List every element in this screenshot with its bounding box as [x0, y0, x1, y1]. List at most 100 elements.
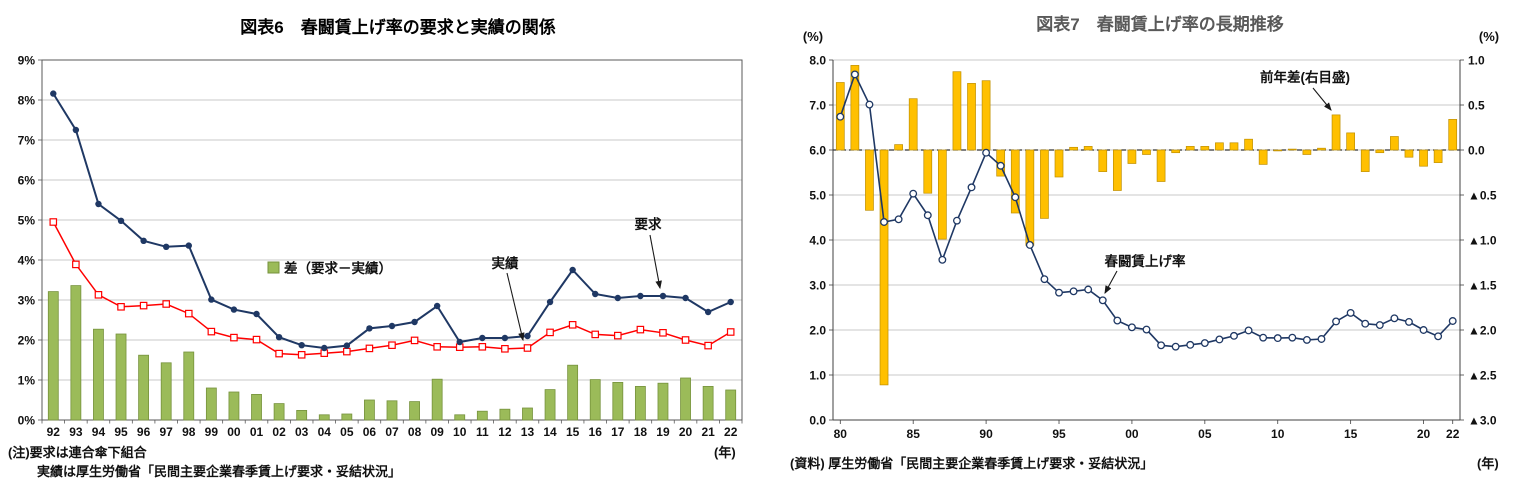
data-point-marker [366, 325, 373, 332]
data-point-marker [923, 211, 932, 220]
data-point-marker [836, 112, 845, 121]
y-tick-label: 5.0 [809, 189, 826, 203]
diff-bar [1258, 149, 1268, 165]
data-point-marker [591, 330, 600, 339]
figure7-diff-arrow-icon [1312, 87, 1332, 111]
data-point-marker [569, 266, 576, 274]
diff-bar [1040, 149, 1049, 219]
figure6-title: 図表6 春闘賃上げ率の要求と実績の関係 [240, 17, 555, 37]
data-point-marker [49, 218, 58, 226]
x-tick-label: 99 [205, 425, 219, 439]
y-tick-label: 4% [18, 254, 36, 268]
x-tick-label: 22 [724, 425, 738, 439]
data-point-marker [1215, 335, 1224, 344]
data-point-marker [726, 328, 735, 336]
x-tick-label: 06 [363, 425, 377, 439]
x-tick-label: 20 [679, 425, 693, 439]
y-tick-label: 0% [18, 414, 36, 428]
y-tick-label: ▲2.0 [1468, 324, 1497, 338]
diff-bar [923, 149, 933, 194]
diff-bar [850, 65, 860, 151]
y-tick-label: 2% [18, 334, 36, 348]
data-point-marker [1055, 288, 1063, 297]
data-point-marker [479, 334, 486, 342]
data-point-marker [433, 302, 441, 310]
figure6-actual-arrow-icon [506, 272, 525, 342]
data-point-marker [1011, 193, 1020, 202]
y-tick-label: 7.0 [809, 99, 826, 113]
diff-bar [865, 149, 874, 211]
data-point-marker [996, 161, 1005, 170]
data-point-marker [704, 341, 712, 350]
figure7-right-axis-labels: ▲3.0 ▲2.5 ▲2.0 ▲1.5 ▲1.0 ▲0.5 0.0 0.5 1.0 [1460, 54, 1497, 428]
data-point-marker [614, 331, 622, 340]
data-point-marker [909, 189, 918, 198]
data-point-marker [410, 336, 419, 345]
figure6-annotation-demand: 要求 [635, 216, 663, 290]
diff-bar [318, 414, 330, 421]
data-point-marker [1332, 317, 1341, 326]
data-point-marker [501, 345, 509, 353]
data-point-marker [1288, 333, 1297, 342]
data-point-marker [1098, 296, 1107, 305]
diff-bar [680, 377, 691, 421]
x-tick-label: 05 [340, 425, 354, 439]
figure6-annotation-actual: 実績 [492, 255, 525, 342]
diff-bar [341, 413, 353, 421]
data-point-marker [1405, 317, 1413, 326]
y-tick-label: ▲3.0 [1468, 414, 1497, 428]
x-tick-label: 12 [498, 425, 512, 439]
data-point-marker [411, 318, 418, 326]
data-point-marker [614, 294, 622, 302]
diff-bar [1346, 132, 1355, 151]
diff-bar [879, 149, 889, 386]
y-tick-label: 0.5 [1468, 99, 1485, 113]
x-tick-label: 00 [1125, 427, 1139, 441]
series-line [52, 93, 732, 350]
diff-bar [1010, 149, 1020, 214]
figure7-x-axis-labels: 80 85 90 95 00 05 10 15 20 22 [834, 420, 1460, 441]
diff-bar [499, 408, 511, 421]
data-point-marker [637, 292, 644, 300]
x-tick-label: 14 [543, 425, 557, 439]
data-point-marker [184, 309, 193, 318]
x-tick-label: 02 [272, 425, 286, 439]
data-point-marker [1361, 319, 1370, 328]
figure7-rate-arrow-icon [1104, 270, 1118, 294]
diff-bar [205, 387, 217, 421]
data-point-marker [298, 342, 305, 349]
diff-bar [273, 403, 285, 421]
data-point-marker [72, 260, 80, 269]
data-point-marker [343, 347, 351, 356]
figure6-x-axis-labels: 92 93 94 95 96 97 98 99 00 01 02 03 04 05 06 07 08 09 10 11… [41, 420, 743, 439]
y-tick-label: 0.0 [809, 414, 826, 428]
diff-bar [1112, 149, 1122, 191]
diff-bar [386, 400, 398, 421]
diff-bar [1404, 149, 1414, 158]
data-point-marker [433, 343, 441, 351]
data-point-marker [252, 335, 261, 344]
diff-bar [1244, 138, 1253, 151]
x-tick-label: 13 [521, 425, 535, 439]
diff-bar [1229, 142, 1239, 151]
data-point-marker [388, 322, 396, 330]
data-point-marker [185, 242, 192, 249]
data-point-marker [1025, 240, 1034, 249]
diff-bar [160, 362, 172, 421]
data-point-marker [207, 327, 216, 336]
x-tick-label: 98 [182, 425, 196, 439]
diff-bar [938, 149, 947, 240]
figure6-diff-bars [47, 285, 737, 421]
x-tick-label: 21 [701, 425, 715, 439]
data-point-marker [388, 341, 396, 350]
figure6-demand-label: 要求 [635, 216, 663, 232]
x-tick-label: 90 [979, 427, 993, 441]
diff-bar [1433, 149, 1443, 163]
diff-bar [476, 410, 488, 421]
diff-bar [1200, 146, 1210, 151]
figure7-annotation-diff: 前年差(右目盛) [1260, 69, 1350, 111]
x-tick-label: 96 [137, 425, 151, 439]
data-point-marker [50, 90, 57, 97]
diff-bar [296, 409, 308, 421]
diff-bar [1419, 149, 1428, 167]
